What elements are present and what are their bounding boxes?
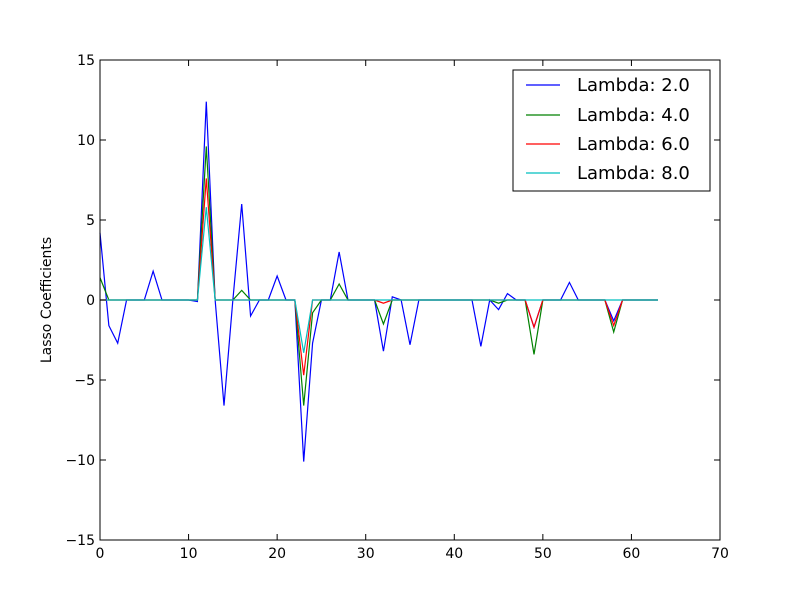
x-tick-label: 40 [445,546,463,562]
legend-entry-3: Lambda: 6.0 [526,134,690,155]
x-tick-label: 30 [357,546,375,562]
y-tick-label: −5 [74,373,95,389]
ticks-layer: 0 10 20 30 40 50 60 70 −15 −10 −5 0 5 10 15 [65,53,728,562]
y-tick-label: 5 [86,213,95,229]
legend-label-lambda-6: Lambda: 6.0 [577,134,690,155]
series-line-1 [99,101,658,462]
y-tick-label: −10 [65,453,95,469]
y-axis-label: Lasso Coefficients [39,237,55,363]
plot-frame [99,59,721,541]
series-layer [99,101,658,462]
x-tick-label: 10 [180,546,198,562]
y-tick-label: −15 [65,533,95,549]
legend-entry-2: Lambda: 4.0 [526,105,690,126]
legend-label-lambda-4: Lambda: 4.0 [577,105,690,126]
legend-label-lambda-2: Lambda: 2.0 [577,75,690,96]
series-line-4 [100,207,658,353]
legend: Lambda: 2.0 Lambda: 4.0 Lambda: 6.0 Lamb… [512,69,711,192]
y-tick-label: 10 [77,133,95,149]
y-tick-label: 15 [77,53,95,69]
legend-entry-4: Lambda: 8.0 [526,163,690,184]
x-tick-label: 0 [96,546,105,562]
x-tick-label: 50 [534,546,552,562]
x-tick-label: 60 [623,546,641,562]
legend-entry-1: Lambda: 2.0 [526,75,690,96]
x-tick-label: 70 [711,546,729,562]
legend-label-lambda-8: Lambda: 8.0 [577,163,690,184]
legend-box [512,69,711,192]
y-tick-label: 0 [86,293,95,309]
x-tick-label: 20 [268,546,286,562]
